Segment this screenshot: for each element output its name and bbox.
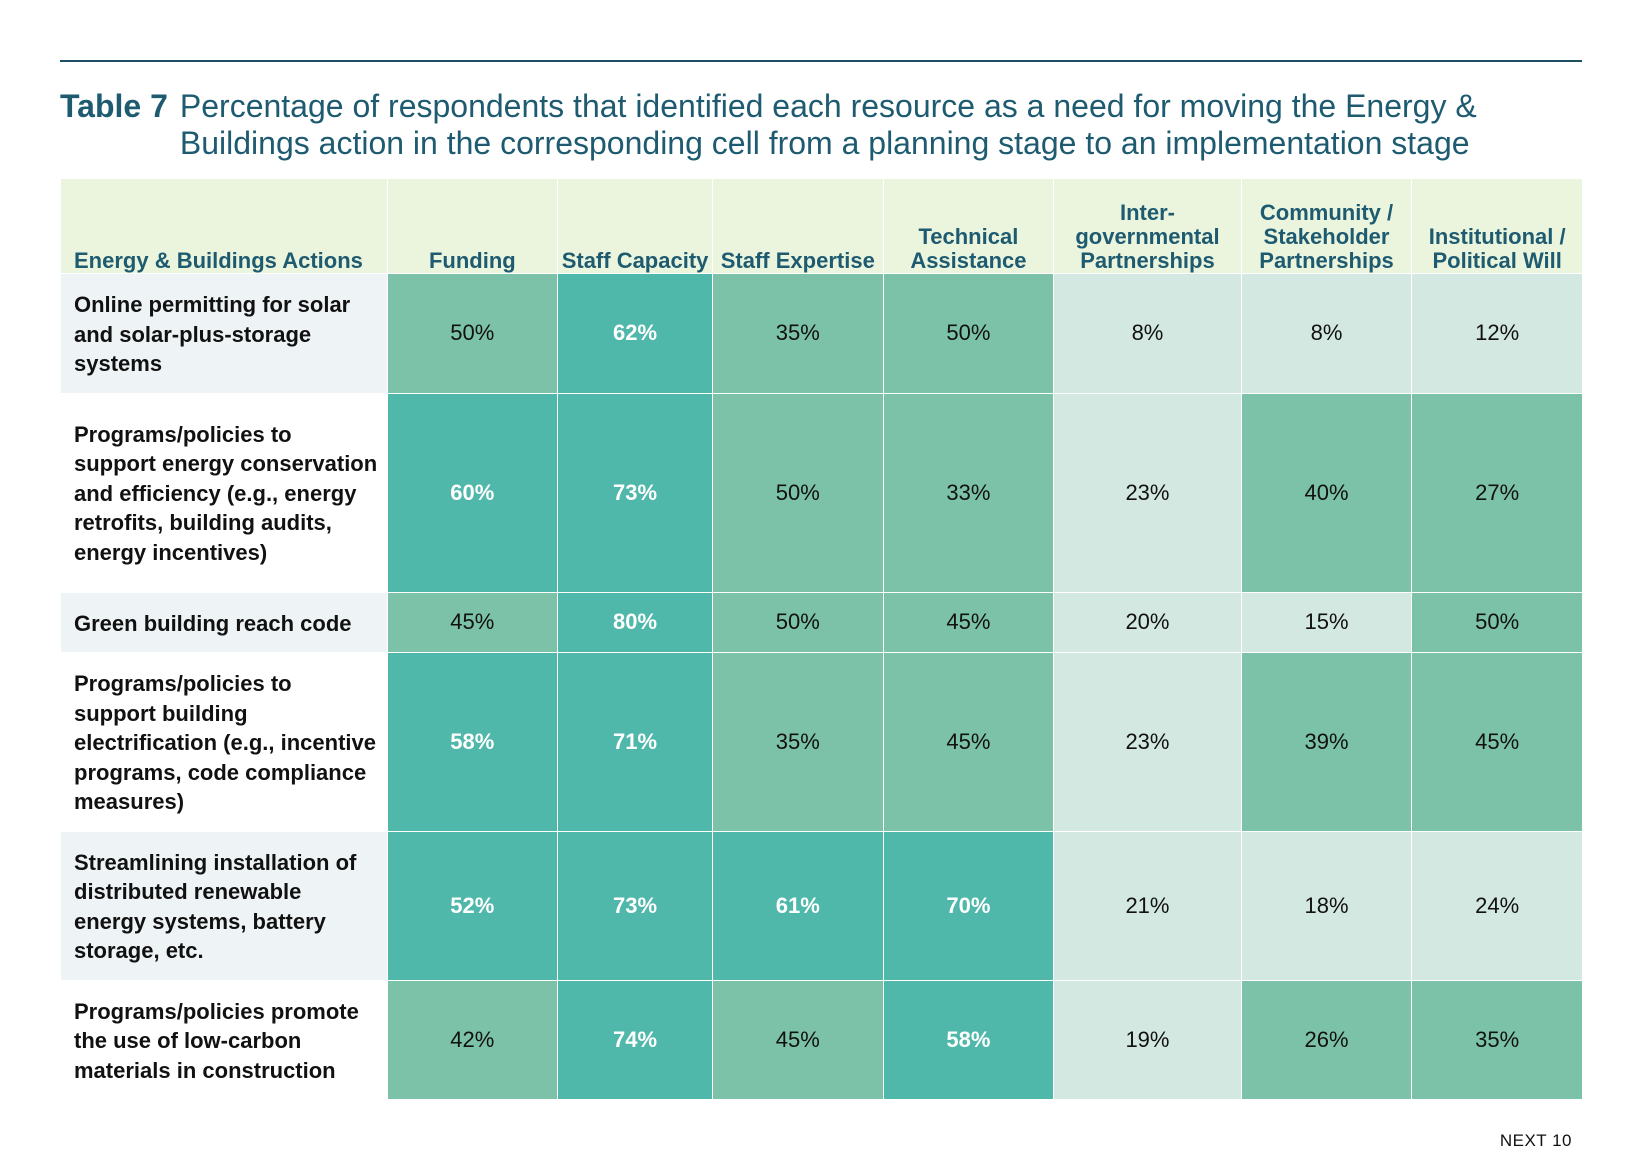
table-cell-percentage: 50% (711, 591, 884, 653)
top-divider-rule (60, 60, 1582, 62)
table-cell-percentage: 15% (1240, 591, 1413, 653)
table-cell-percentage: 50% (711, 392, 884, 593)
table-cell-percentage: 8% (1053, 273, 1242, 394)
table-caption: Percentage of respondents that identifie… (179, 88, 1477, 161)
table-cell-percentage: 24% (1411, 830, 1583, 981)
footer-brand: NEXT 10 (1499, 1131, 1572, 1150)
row-action-label: Programs/policies promote the use of low… (60, 979, 388, 1100)
table-cell-percentage: 52% (386, 830, 559, 981)
row-action-label: Online permitting for solar and solar-pl… (60, 273, 388, 394)
column-header-staff-capacity: Staff Capacity (557, 178, 713, 274)
energy-buildings-resource-table: Energy & Buildings Actions Funding Staff… (60, 178, 1583, 1100)
column-header-actions: Energy & Buildings Actions (60, 178, 388, 274)
table-cell-percentage: 42% (386, 979, 559, 1100)
column-header-staff-expertise: Staff Expertise (711, 178, 884, 274)
table-cell-percentage: 45% (386, 591, 559, 653)
table-row: Streamlining installation of distributed… (60, 830, 1583, 981)
table-cell-percentage: 45% (711, 979, 884, 1100)
table-cell-percentage: 18% (1240, 830, 1413, 981)
table-cell-percentage: 73% (557, 392, 713, 593)
table-cell-percentage: 40% (1240, 392, 1413, 593)
table-cell-percentage: 35% (711, 273, 884, 394)
table-cell-percentage: 50% (882, 273, 1055, 394)
table-cell-percentage: 50% (386, 273, 559, 394)
table-cell-percentage: 61% (711, 830, 884, 981)
column-header-community-stakeholder-partnerships: Community / Stakeholder Partnerships (1240, 178, 1413, 274)
table-cell-percentage: 12% (1411, 273, 1583, 394)
table-cell-percentage: 35% (711, 652, 884, 832)
table-cell-percentage: 60% (386, 392, 559, 593)
table-row: Green building reach code 45% 80% 50% 45% 20%… (60, 591, 1583, 653)
table-cell-percentage: 33% (882, 392, 1055, 593)
row-action-label: Green building reach code (60, 591, 388, 653)
table-cell-percentage: 21% (1053, 830, 1242, 981)
table-cell-percentage: 8% (1240, 273, 1413, 394)
table-cell-percentage: 58% (882, 979, 1055, 1100)
table-cell-percentage: 35% (1411, 979, 1583, 1100)
row-action-label: Programs/policies to support energy cons… (60, 392, 388, 593)
table-row: Programs/policies to support building el… (60, 652, 1583, 832)
table-cell-percentage: 74% (557, 979, 713, 1100)
column-header-intergovernmental-partnerships: Inter-governmental Partnerships (1053, 178, 1242, 274)
table-cell-percentage: 62% (557, 273, 713, 394)
table-cell-percentage: 45% (882, 591, 1055, 653)
table-cell-percentage: 50% (1411, 591, 1583, 653)
table-cell-percentage: 70% (882, 830, 1055, 981)
table-row: Programs/policies promote the use of low… (60, 979, 1583, 1100)
table-cell-percentage: 26% (1240, 979, 1413, 1100)
row-action-label: Programs/policies to support building el… (60, 652, 388, 832)
table-row: Online permitting for solar and solar-pl… (60, 273, 1583, 394)
table-cell-percentage: 58% (386, 652, 559, 832)
column-header-funding: Funding (386, 178, 559, 274)
column-header-institutional-political-will: Institutional / Political Will (1411, 178, 1583, 274)
table-cell-percentage: 20% (1053, 591, 1242, 653)
column-header-technical-assistance: Technical Assistance (882, 178, 1055, 274)
table-body: Online permitting for solar and solar-pl… (60, 273, 1583, 1100)
table-cell-percentage: 39% (1240, 652, 1413, 832)
table-cell-percentage: 19% (1053, 979, 1242, 1100)
table-cell-percentage: 80% (557, 591, 713, 653)
table-title: Table 7 Percentage of respondents that i… (60, 88, 1600, 162)
table-cell-percentage: 23% (1053, 392, 1242, 593)
table-cell-percentage: 27% (1411, 392, 1583, 593)
row-action-label: Streamlining installation of distributed… (60, 830, 388, 981)
table-cell-percentage: 73% (557, 830, 713, 981)
header-row: Energy & Buildings Actions Funding Staff… (60, 178, 1583, 274)
table-cell-percentage: 23% (1053, 652, 1242, 832)
table-cell-percentage: 45% (882, 652, 1055, 832)
table-row: Programs/policies to support energy cons… (60, 392, 1583, 593)
table-number: Table 7 (60, 88, 168, 124)
table-cell-percentage: 45% (1411, 652, 1583, 832)
table-cell-percentage: 71% (557, 652, 713, 832)
